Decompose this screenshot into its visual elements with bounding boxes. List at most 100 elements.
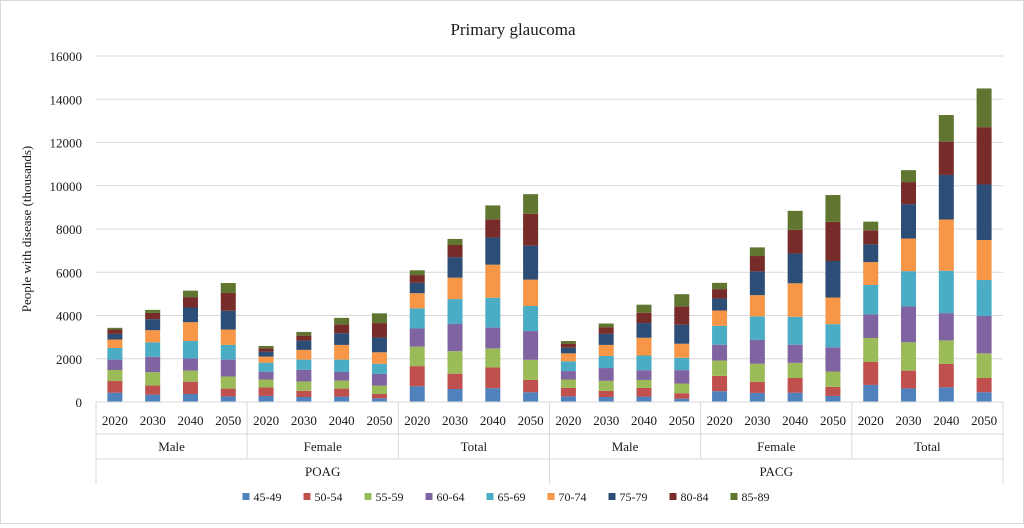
bar-segment-50-54 bbox=[901, 370, 917, 389]
legend-label: 75-79 bbox=[620, 490, 648, 504]
bar-segment-65-69 bbox=[447, 299, 463, 324]
x-tick-year: 2030 bbox=[896, 413, 922, 428]
bar-segment-85-89 bbox=[938, 115, 954, 142]
bar-segment-80-84 bbox=[560, 343, 576, 348]
legend-swatch-65-69 bbox=[486, 493, 494, 500]
bar-segment-60-64 bbox=[901, 306, 917, 343]
bar-segment-75-79 bbox=[825, 261, 841, 298]
bar-segment-65-69 bbox=[787, 316, 803, 345]
legend-label: 65-69 bbox=[498, 490, 526, 504]
bar-segment-45-49 bbox=[712, 391, 728, 402]
bar-segment-75-79 bbox=[220, 310, 236, 330]
bar-segment-85-89 bbox=[145, 309, 161, 313]
bar-segment-75-79 bbox=[560, 347, 576, 354]
legend-swatch-50-54 bbox=[303, 493, 311, 500]
bar-segment-80-84 bbox=[220, 293, 236, 311]
x-tick-year: 2050 bbox=[820, 413, 846, 428]
bar-segment-60-64 bbox=[145, 356, 161, 373]
bar-segment-55-59 bbox=[938, 340, 954, 364]
bar-segment-70-74 bbox=[674, 343, 690, 358]
bar-segment-75-79 bbox=[334, 333, 350, 345]
bar-segment-60-64 bbox=[258, 371, 274, 380]
legend-label: 70-74 bbox=[559, 490, 587, 504]
bar-segment-45-49 bbox=[674, 398, 690, 402]
x-subgroup-label: Male bbox=[158, 439, 185, 454]
bar-segment-85-89 bbox=[107, 327, 123, 330]
bar-segment-55-59 bbox=[258, 379, 274, 388]
bar-segment-50-54 bbox=[409, 366, 425, 387]
bar-segment-80-84 bbox=[598, 327, 614, 334]
bar-segment-70-74 bbox=[523, 279, 539, 306]
bar-segment-85-89 bbox=[598, 323, 614, 328]
bar-segment-50-54 bbox=[334, 388, 350, 397]
bar-segment-45-49 bbox=[485, 388, 501, 402]
bar-segment-55-59 bbox=[560, 379, 576, 388]
bar-segment-85-89 bbox=[258, 345, 274, 349]
bar-segment-55-59 bbox=[825, 371, 841, 387]
bar-segment-80-84 bbox=[334, 324, 350, 334]
x-tick-year: 2030 bbox=[593, 413, 619, 428]
bar-segment-65-69 bbox=[485, 297, 501, 328]
x-tick-year: 2020 bbox=[404, 413, 430, 428]
bar-segment-55-59 bbox=[712, 360, 728, 376]
bar-segment-80-84 bbox=[976, 127, 992, 185]
bar-segment-50-54 bbox=[749, 381, 765, 393]
bar-segment-75-79 bbox=[296, 340, 312, 350]
bar-segment-75-79 bbox=[485, 237, 501, 265]
bar-segment-85-89 bbox=[674, 294, 690, 307]
x-tick-year: 2020 bbox=[555, 413, 581, 428]
bar-segment-50-54 bbox=[182, 381, 198, 394]
bar-segment-50-54 bbox=[976, 377, 992, 393]
bar-segment-65-69 bbox=[598, 355, 614, 369]
x-group-label: PACG bbox=[760, 464, 793, 479]
bar-segment-65-69 bbox=[258, 362, 274, 372]
bar-segment-80-84 bbox=[409, 275, 425, 283]
bar-segment-45-49 bbox=[976, 392, 992, 402]
y-tick-label: 6000 bbox=[56, 265, 82, 280]
bar-segment-70-74 bbox=[749, 295, 765, 317]
x-tick-year: 2050 bbox=[669, 413, 695, 428]
x-tick-year: 2040 bbox=[177, 413, 203, 428]
bar-segment-60-64 bbox=[447, 323, 463, 352]
legend-label: 85-89 bbox=[742, 490, 770, 504]
bar-segment-70-74 bbox=[712, 310, 728, 326]
bar-segment-55-59 bbox=[863, 337, 879, 362]
bar-segment-75-79 bbox=[598, 333, 614, 345]
bar-segment-75-79 bbox=[674, 324, 690, 344]
legend-swatch-55-59 bbox=[364, 493, 372, 500]
bar-segment-50-54 bbox=[485, 367, 501, 389]
legend-label: 55-59 bbox=[376, 490, 404, 504]
bar-segment-65-69 bbox=[636, 355, 652, 371]
bar-segment-85-89 bbox=[447, 238, 463, 246]
bar-segment-80-84 bbox=[145, 312, 161, 320]
bar-segment-80-84 bbox=[825, 221, 841, 262]
bar-segment-80-84 bbox=[674, 306, 690, 325]
chart-title: Primary glaucoma bbox=[450, 20, 576, 39]
bar-segment-45-49 bbox=[409, 386, 425, 402]
bar-segment-50-54 bbox=[636, 387, 652, 397]
x-tick-year: 2050 bbox=[366, 413, 392, 428]
bar-segment-75-79 bbox=[976, 184, 992, 241]
y-tick-label: 4000 bbox=[56, 309, 82, 324]
bar-segment-70-74 bbox=[447, 277, 463, 300]
x-subgroup-label: Female bbox=[757, 439, 795, 454]
bar-segment-55-59 bbox=[145, 372, 161, 386]
bar-segment-60-64 bbox=[485, 327, 501, 349]
x-tick-year: 2020 bbox=[253, 413, 279, 428]
bar-segment-65-69 bbox=[523, 305, 539, 332]
bar-segment-70-74 bbox=[258, 356, 274, 363]
bar-segment-45-49 bbox=[523, 392, 539, 402]
bar-segment-75-79 bbox=[371, 337, 387, 353]
bar-segment-85-89 bbox=[523, 194, 539, 214]
x-tick-year: 2040 bbox=[480, 413, 506, 428]
bar-segment-85-89 bbox=[787, 210, 803, 230]
bar-segment-45-49 bbox=[938, 387, 954, 402]
bar-segment-85-89 bbox=[901, 170, 917, 183]
bar-segment-65-69 bbox=[409, 308, 425, 329]
bar-segment-45-49 bbox=[258, 395, 274, 402]
bar-segment-85-89 bbox=[976, 88, 992, 128]
bar-segment-85-89 bbox=[182, 290, 198, 298]
bar-segment-70-74 bbox=[560, 353, 576, 362]
bar-segment-60-64 bbox=[825, 347, 841, 372]
bar-segment-60-64 bbox=[182, 358, 198, 371]
